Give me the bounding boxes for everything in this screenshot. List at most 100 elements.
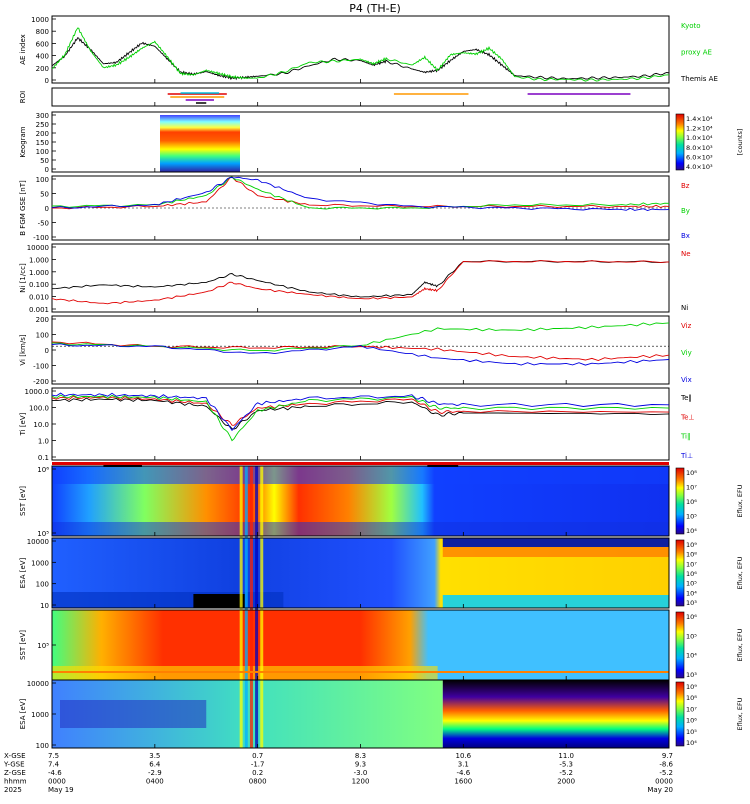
colorbar-keogram	[675, 113, 685, 171]
cbar-tick-sste-3: 10⁵	[686, 513, 697, 521]
esa-electron-lowpre	[52, 592, 284, 608]
ytick-ni-5: 0.001	[29, 306, 49, 314]
cbar-tick-keogram-5: 4.0×10³	[686, 163, 713, 171]
series-ni-0	[51, 260, 670, 298]
storm-strip-1	[244, 466, 248, 748]
cbar-tick-esai-1: 10⁸	[686, 694, 697, 702]
footer-cell-2-3: 0800	[249, 778, 267, 786]
ylabel-ni: Ni [1/cc]	[19, 263, 27, 293]
sst-ion-orange-line	[52, 671, 669, 673]
footer-cell-2-1: -1.7	[251, 761, 265, 769]
cbar-tick-esae-6: 10³	[686, 599, 697, 607]
ytick-ti-0: 1000.0	[25, 388, 50, 396]
cbar-tick-esae-4: 10⁵	[686, 580, 697, 588]
series-ti-1	[51, 395, 670, 426]
footer-cell-3-0: 8.3	[355, 752, 366, 760]
ytick-esai-1: 1000	[31, 711, 49, 719]
series-vi-0	[51, 341, 670, 361]
ytick-keogram-2: 200	[36, 130, 49, 138]
ytick-ni-3: 0.100	[29, 281, 49, 289]
ytick-ni-2: 1.000	[29, 269, 49, 277]
ylabel-ssti: SST [eV]	[19, 630, 27, 660]
footer-cell-3-1: 9.3	[355, 761, 366, 769]
footer-cell-3-3: 1200	[352, 778, 370, 786]
cbar-tick-esai-4: 10⁵	[686, 728, 697, 736]
ytick-ni-0: 10000	[27, 244, 49, 252]
legend-vi-2: Vix	[681, 376, 692, 384]
ytick-ni-4: 0.010	[29, 294, 49, 302]
footer-row-label-1: Y-GSE	[3, 761, 25, 769]
ytick-sste-1: 10⁵	[37, 530, 49, 538]
cbar-label-keogram: [counts]	[736, 129, 744, 156]
legend-ti-3: Ti⊥	[680, 452, 693, 460]
cbar-tick-ssti-1: 10⁵	[686, 632, 697, 640]
ytick-keogram-4: 100	[36, 148, 49, 156]
cbar-tick-keogram-4: 6.0×10³	[686, 153, 713, 161]
ytick-keogram-1: 250	[36, 121, 49, 129]
colorbar-sste	[675, 467, 685, 535]
cbar-label-ssti: Eflux, EFU	[736, 628, 744, 661]
footer-cell-4-0: 10.6	[456, 752, 472, 760]
esa-electron-low	[442, 595, 669, 608]
ytick-bfgm-0: 100	[36, 176, 49, 184]
ytick-ti-1: 100.0	[29, 405, 49, 413]
cbar-tick-keogram-3: 8.0×10³	[686, 144, 713, 152]
keogram-image	[160, 115, 240, 172]
series-ti-2	[51, 394, 670, 442]
footer-cell-3-2: -3.0	[354, 769, 368, 777]
ytick-sste-0: 10⁶	[37, 466, 49, 474]
ytick-keogram-5: 50	[40, 157, 49, 165]
footer-cell-2-2: 0.2	[252, 769, 263, 777]
spectrogram-art	[52, 92, 669, 748]
footer-cell-6-0: 9.7	[662, 752, 673, 760]
cbar-tick-sste-0: 10⁸	[686, 469, 697, 477]
ytick-ti-3: 1.0	[38, 438, 49, 446]
ylabel-esae: ESA [eV]	[19, 557, 27, 588]
cbar-tick-esae-2: 10⁷	[686, 560, 697, 568]
footer-cell-1-0: 3.5	[149, 752, 160, 760]
ytick-esae-0: 10000	[27, 538, 49, 546]
colorbar-esae	[675, 539, 685, 607]
storm-strip-2	[249, 466, 253, 748]
cbar-tick-keogram-2: 1.0×10⁴	[686, 134, 713, 142]
cbar-tick-esae-0: 10⁹	[686, 541, 697, 549]
ytick-ae-1: 800	[36, 28, 49, 36]
esa-electron-top	[442, 538, 669, 547]
legend-ni-0: Ne	[681, 250, 691, 258]
ytick-vi-2: 0	[45, 347, 49, 355]
cbar-tick-keogram-1: 1.2×10⁴	[686, 125, 713, 133]
footer-cell-5-1: -5.3	[559, 761, 573, 769]
footer-row-label-4: 2025	[4, 786, 22, 794]
footer-cell-0-2: -4.6	[48, 769, 62, 777]
footer-row-label-0: X-GSE	[4, 752, 26, 760]
esa-electron-band	[442, 547, 669, 557]
cbar-tick-ssti-0: 10⁶	[686, 613, 697, 621]
footer-cell-1-3: 0400	[146, 778, 164, 786]
ylabel-bfgm: B FGM GSE [nT]	[19, 180, 27, 236]
legend-bfgm-0: Bz	[681, 182, 690, 190]
panel-frame-ni	[51, 243, 670, 313]
cbar-tick-esae-5: 10⁴	[686, 589, 697, 597]
sst-electron-top	[52, 466, 669, 484]
ytick-ti-4: 0.1	[38, 454, 49, 462]
storm-strip-4	[260, 466, 264, 748]
ytick-bfgm-3: -50	[38, 220, 49, 228]
footer-cell-5-0: 11.0	[558, 752, 574, 760]
footer-cell-1-1: 6.4	[149, 761, 161, 769]
legend-vi-1: Viy	[681, 349, 692, 357]
esa-electron-black	[193, 594, 245, 608]
ytick-esae-2: 100	[36, 581, 49, 589]
cbar-tick-esai-3: 10⁶	[686, 717, 697, 725]
footer-row-label-3: hhmm	[4, 778, 27, 786]
cbar-tick-esai-5: 10⁴	[686, 739, 697, 747]
legend-ae-1: proxy AE	[681, 49, 712, 57]
ytick-vi-1: 100	[36, 332, 49, 340]
cbar-tick-sste-4: 10⁴	[686, 527, 697, 535]
ytick-ae-0: 1000	[31, 16, 49, 24]
series-vi-2	[51, 343, 670, 366]
cbar-tick-esae-1: 10⁸	[686, 551, 697, 559]
footer-cell-6-3: 0000	[655, 778, 673, 786]
ytick-esai-2: 100	[36, 742, 49, 750]
